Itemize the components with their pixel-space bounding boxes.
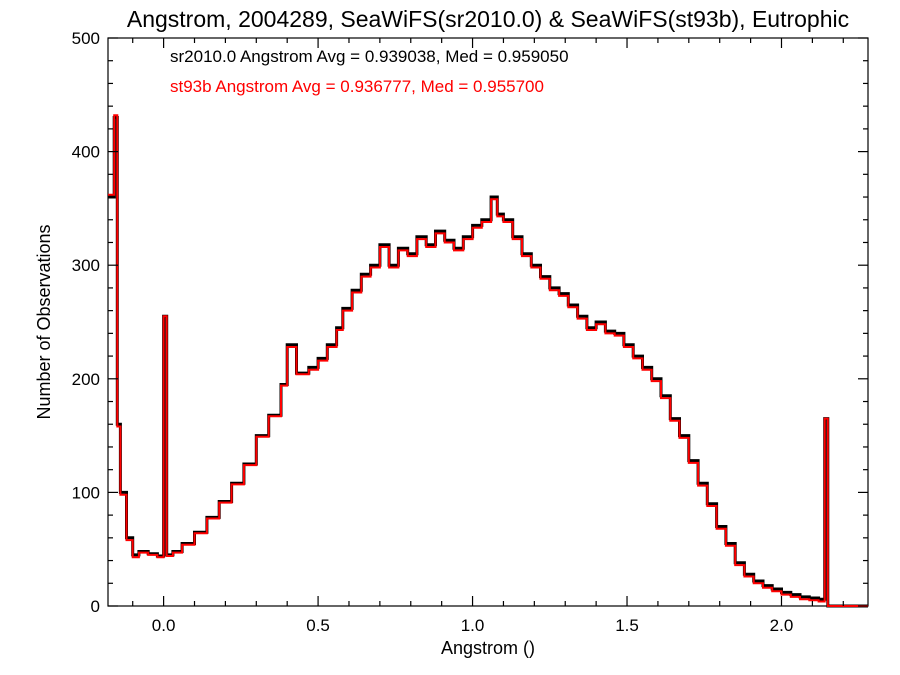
plot-area-frame xyxy=(107,37,869,607)
y-tick-label: 500 xyxy=(72,29,100,48)
series-line-1 xyxy=(108,114,868,607)
x-tick-label: 1.0 xyxy=(461,616,485,635)
y-tick-label: 400 xyxy=(72,143,100,162)
chart-title: Angstrom, 2004289, SeaWiFS(sr2010.0) & S… xyxy=(127,6,849,32)
annotation-st93b: st93b Angstrom Avg = 0.936777, Med = 0.9… xyxy=(170,77,544,96)
y-tick-label: 0 xyxy=(91,597,100,616)
x-axis-label: Angstrom () xyxy=(441,638,535,658)
x-tick-label: 1.5 xyxy=(615,616,639,635)
x-tick-label: 0.5 xyxy=(306,616,330,635)
y-tick-label: 200 xyxy=(72,370,100,389)
series-line-0 xyxy=(108,116,868,608)
x-tick-label: 2.0 xyxy=(770,616,794,635)
series-layer xyxy=(108,114,868,608)
y-tick-label: 300 xyxy=(72,256,100,275)
x-tick-label: 0.0 xyxy=(152,616,176,635)
y-axis-label: Number of Observations xyxy=(34,224,54,419)
annotation-sr2010: sr2010.0 Angstrom Avg = 0.939038, Med = … xyxy=(170,47,569,66)
ticks-layer: 0.0 0.5 1.0 1.5 2.0 0 100 200 300 400 500 xyxy=(72,29,868,635)
y-tick-label: 100 xyxy=(72,483,100,502)
